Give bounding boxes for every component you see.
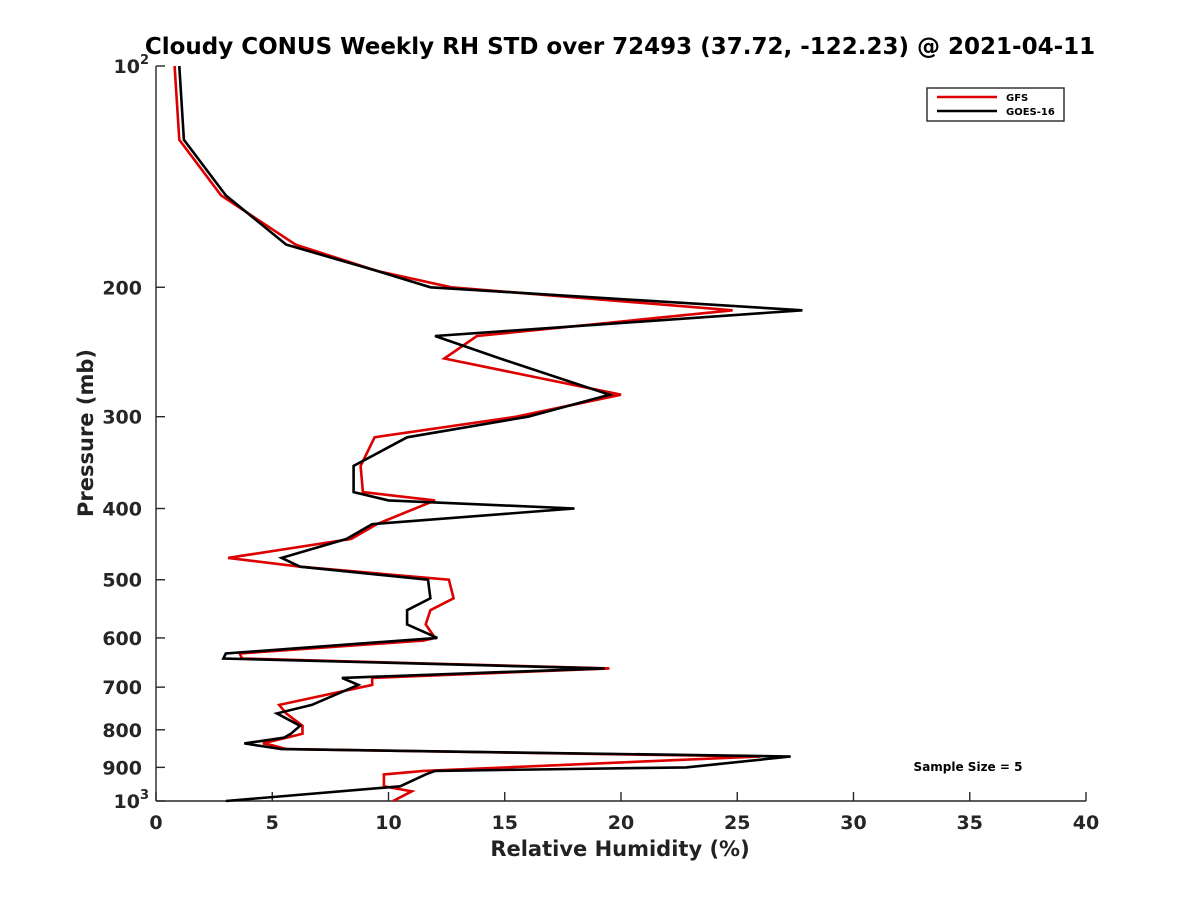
y-tick-label: 600 bbox=[102, 628, 142, 650]
y-tick-exponent: 2 bbox=[140, 53, 149, 68]
legend: GFS GOES-16 bbox=[926, 87, 1065, 122]
legend-label: GOES-16 bbox=[1006, 107, 1055, 118]
x-tick-label: 0 bbox=[149, 812, 162, 834]
y-tick-label: 400 bbox=[102, 499, 142, 521]
y-tick-label: 500 bbox=[102, 570, 142, 592]
y-tick-exponent: 3 bbox=[140, 788, 149, 803]
legend-label: GFS bbox=[1006, 93, 1028, 104]
legend-box bbox=[926, 87, 1065, 122]
y-tick-label: 900 bbox=[102, 757, 142, 779]
x-axis-label: Relative Humidity (%) bbox=[490, 837, 749, 861]
y-tick-label: 200 bbox=[102, 277, 142, 299]
y-tick-label: 10 bbox=[114, 791, 140, 813]
x-tick-label: 35 bbox=[957, 812, 983, 834]
plot-area bbox=[173, 65, 803, 803]
x-tick-label: 5 bbox=[266, 812, 279, 834]
x-tick-label: 40 bbox=[1073, 812, 1099, 834]
chart-title: Cloudy CONUS Weekly RH STD over 72493 (3… bbox=[145, 34, 1095, 60]
x-tick-label: 15 bbox=[492, 812, 518, 834]
y-tick-label: 700 bbox=[102, 677, 142, 699]
y-axis-label: Pressure (mb) bbox=[74, 349, 98, 517]
y-tick-label: 300 bbox=[102, 407, 142, 429]
sample-size-annotation: Sample Size = 5 bbox=[914, 760, 1023, 774]
y-tick-label: 10 bbox=[114, 56, 140, 78]
x-tick-label: 20 bbox=[608, 812, 634, 834]
x-tick-label: 10 bbox=[375, 812, 401, 834]
series-line-goes-16 bbox=[178, 65, 803, 803]
y-tick-label: 800 bbox=[102, 720, 142, 742]
x-tick-label: 25 bbox=[724, 812, 750, 834]
series-line-gfs bbox=[173, 65, 761, 803]
x-tick-label: 30 bbox=[840, 812, 866, 834]
